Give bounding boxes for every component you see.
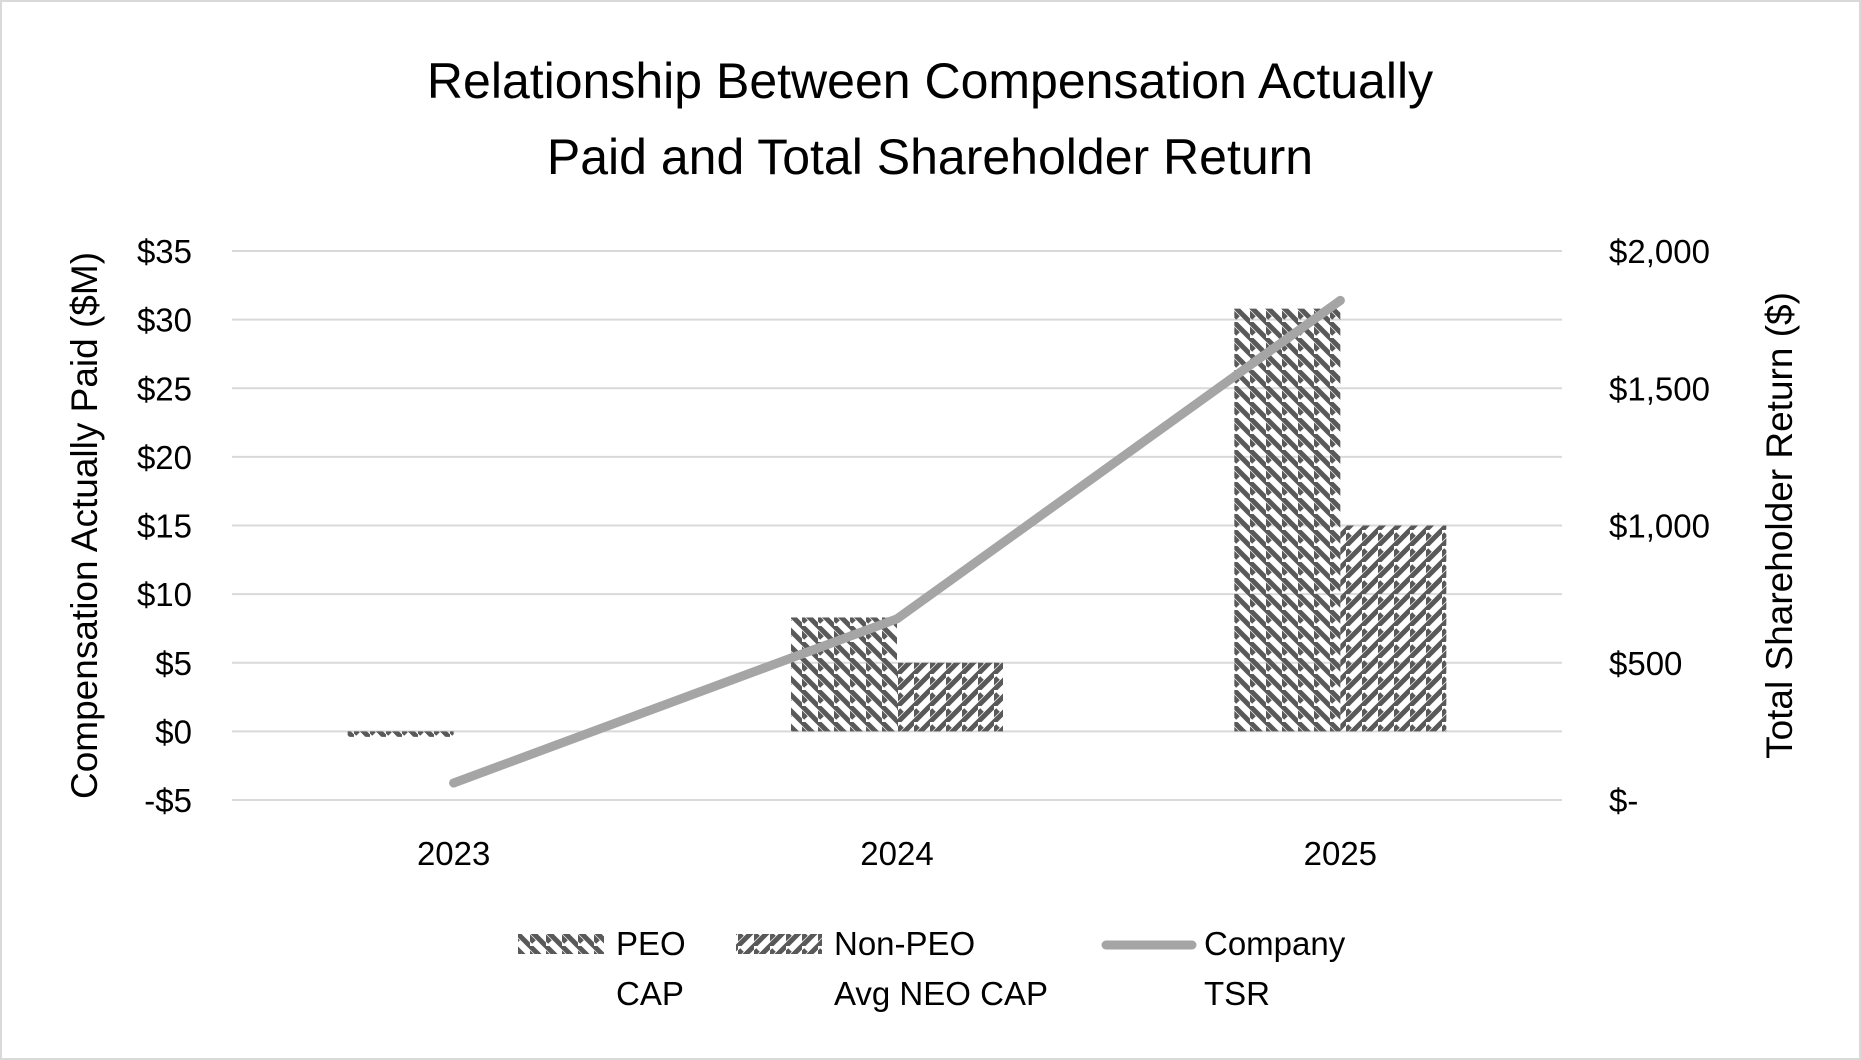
right-tick-label: $2,000	[1609, 233, 1710, 270]
left-tick-label: $25	[137, 370, 192, 407]
left-tick-label: $10	[137, 576, 192, 613]
chart-title-line-1: Relationship Between Compensation Actual…	[427, 53, 1433, 109]
right-tick-label: $-	[1609, 782, 1638, 819]
legend-label-non-peo-cap-line-1: Non-PEO	[834, 925, 975, 962]
right-tick-label: $1,500	[1609, 370, 1710, 407]
legend-label-company-tsr-line-1: Company	[1204, 925, 1346, 962]
bar-peo-cap-2023	[347, 731, 454, 737]
bars	[347, 308, 1447, 737]
company-tsr-point-2023	[449, 778, 459, 788]
tsr-line-group	[449, 295, 1345, 788]
x-tick-label: 2024	[860, 835, 933, 872]
bar-non-peo-cap-2024	[897, 662, 1003, 732]
x-tick-label: 2025	[1304, 835, 1377, 872]
left-axis-ticks: -$5 $0 $5 $10 $15 $20 $25 $30 $35	[137, 233, 192, 819]
right-axis-ticks: $- $500 $1,000 $1,500 $2,000	[1609, 233, 1710, 819]
legend-swatch-non-peo-cap	[736, 934, 822, 954]
legend-label-peo-cap-line-2: CAP	[616, 975, 684, 1012]
legend-swatch-peo-cap	[518, 934, 604, 954]
legend-label-company-tsr-line-2: TSR	[1204, 975, 1270, 1012]
company-tsr-point-2025	[1335, 295, 1345, 305]
left-tick-label: $5	[155, 645, 192, 682]
bar-non-peo-cap-2025	[1340, 525, 1447, 732]
bar-peo-cap-2025	[1234, 308, 1341, 732]
company-tsr-point-2024	[892, 614, 902, 624]
left-tick-label: $15	[137, 508, 192, 545]
left-tick-label: $35	[137, 233, 192, 270]
chart-title-line-2: Paid and Total Shareholder Return	[547, 129, 1313, 185]
left-tick-label: $20	[137, 439, 192, 476]
left-tick-label: $0	[155, 713, 192, 750]
left-tick-label: $30	[137, 302, 192, 339]
left-tick-label: -$5	[144, 782, 192, 819]
legend-label-peo-cap-line-1: PEO	[616, 925, 686, 962]
x-tick-label: 2023	[417, 835, 490, 872]
legend-label-non-peo-cap-line-2: Avg NEO CAP	[834, 975, 1048, 1012]
left-axis-title: Compensation Actually Paid ($M)	[64, 252, 105, 799]
legend: PEO CAP Non-PEO Avg NEO CAP Company TSR	[518, 925, 1346, 1012]
right-tick-label: $500	[1609, 645, 1682, 682]
right-tick-label: $1,000	[1609, 508, 1710, 545]
chart-title: Relationship Between Compensation Actual…	[427, 53, 1433, 185]
right-axis-title: Total Shareholder Return ($)	[1759, 292, 1800, 759]
x-axis-ticks: 2023 2024 2025	[417, 835, 1377, 872]
